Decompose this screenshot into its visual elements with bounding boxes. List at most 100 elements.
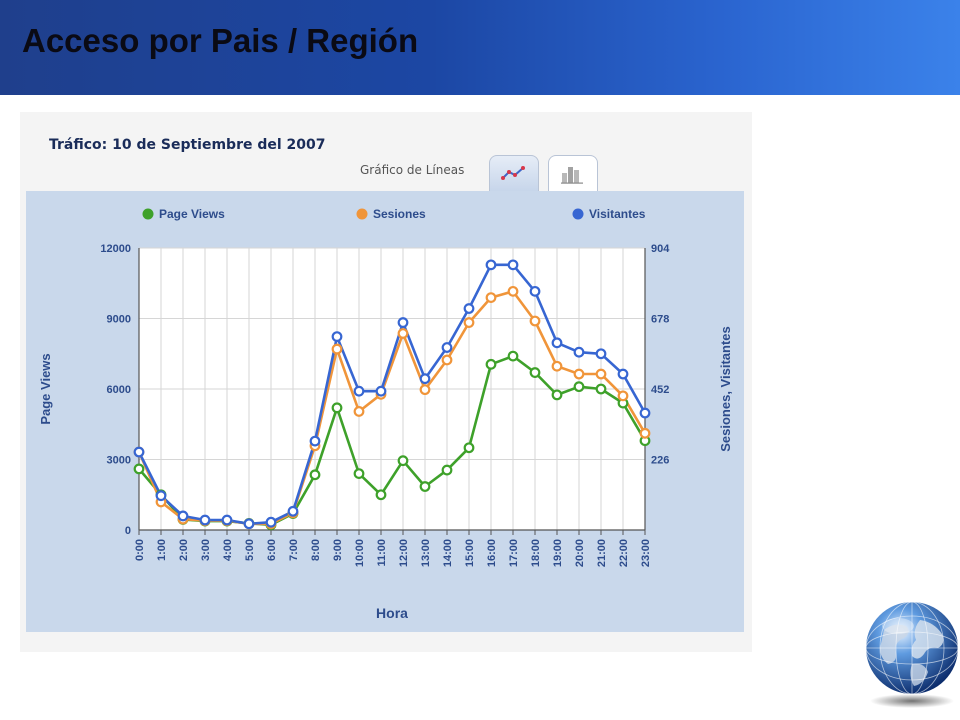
y-tick-label: 3000 — [107, 455, 131, 467]
tab-label: Gráfico de Líneas — [360, 163, 465, 177]
data-point — [551, 389, 563, 401]
bar-chart-icon — [561, 167, 583, 184]
data-point — [397, 455, 409, 467]
data-point — [199, 514, 211, 526]
legend-marker — [572, 208, 584, 220]
data-point — [507, 259, 519, 271]
x-tick-label: 12:00 — [398, 539, 410, 567]
x-tick-label: 10:00 — [354, 539, 366, 567]
data-point — [639, 407, 651, 419]
x-tick-label: 4:00 — [222, 539, 234, 561]
chart-area: 0 3000 6000 9000 12000 226 452 678 904 0:00 1:00 2:… — [26, 191, 744, 632]
y2-axis-title: Sesiones, Visitantes — [718, 326, 733, 452]
data-point — [551, 337, 563, 349]
data-point — [155, 490, 167, 502]
x-tick-label: 15:00 — [464, 539, 476, 567]
y2-tick-label: 452 — [651, 384, 669, 396]
line-chart-icon — [501, 166, 525, 180]
data-point — [529, 285, 541, 297]
data-point — [595, 383, 607, 395]
legend-label: Page Views — [159, 207, 225, 221]
x-tick-label: 9:00 — [332, 539, 344, 561]
data-point — [485, 358, 497, 370]
data-point — [485, 259, 497, 271]
x-tick-label: 3:00 — [200, 539, 212, 561]
data-point — [287, 505, 299, 517]
legend-label: Sesiones — [373, 207, 426, 221]
x-tick-label: 22:00 — [618, 539, 630, 567]
line-chart: 0 3000 6000 9000 12000 226 452 678 904 0:00 1:00 2:… — [38, 207, 733, 621]
data-point — [309, 469, 321, 481]
x-tick-label: 16:00 — [486, 539, 498, 567]
data-point — [419, 373, 431, 385]
data-point — [617, 368, 629, 380]
data-point — [529, 367, 541, 378]
data-point — [551, 360, 563, 372]
data-point — [529, 315, 541, 327]
data-point — [243, 518, 255, 530]
chart-panel: Tráfico: 10 de Septiembre del 2007 Gráfi… — [20, 112, 752, 652]
data-point — [639, 427, 651, 439]
x-tick-label: 8:00 — [310, 539, 322, 561]
x-tick-label: 0:00 — [134, 539, 146, 561]
data-point — [507, 350, 519, 362]
legend-marker — [356, 208, 368, 220]
y2-tick-label: 678 — [651, 314, 669, 326]
data-point — [221, 514, 233, 526]
x-tick-label: 14:00 — [442, 539, 454, 567]
page-title: Acceso por Pais / Región — [22, 22, 419, 59]
x-tick-label: 1:00 — [156, 539, 168, 561]
data-point — [595, 368, 607, 380]
x-axis-title: Hora — [376, 605, 408, 621]
data-point — [463, 317, 475, 328]
data-point — [463, 442, 475, 454]
data-point — [353, 385, 365, 397]
tab-line-chart[interactable] — [489, 155, 539, 192]
data-point — [441, 354, 453, 366]
x-tick-label: 11:00 — [376, 539, 388, 567]
x-tick-label: 21:00 — [596, 539, 608, 567]
legend-marker — [142, 208, 154, 220]
data-point — [375, 385, 387, 397]
data-point — [595, 348, 607, 360]
data-point — [133, 463, 145, 475]
x-tick-label: 7:00 — [288, 539, 300, 561]
y2-tick-label: 226 — [651, 455, 669, 467]
data-point — [331, 402, 343, 414]
data-point — [463, 303, 475, 314]
title-banner: Acceso por Pais / Región — [0, 0, 960, 95]
data-point — [309, 435, 321, 447]
x-tick-label: 13:00 — [420, 539, 432, 567]
data-point — [573, 368, 585, 380]
data-point — [419, 481, 431, 492]
data-point — [441, 464, 453, 476]
y-tick-label: 6000 — [107, 384, 131, 396]
data-point — [375, 489, 387, 501]
data-point — [177, 510, 189, 522]
data-point — [397, 328, 409, 339]
data-point — [265, 516, 277, 528]
x-tick-label: 19:00 — [552, 539, 564, 567]
x-tick-label: 20:00 — [574, 539, 586, 567]
data-point — [573, 346, 585, 358]
y-axis-title: Page Views — [38, 353, 53, 424]
y-tick-label: 0 — [125, 525, 131, 537]
x-tick-label: 18:00 — [530, 539, 542, 567]
globe-icon — [865, 601, 959, 708]
legend-label: Visitantes — [589, 207, 646, 221]
x-tick-label: 5:00 — [244, 539, 256, 561]
data-point — [331, 331, 343, 342]
x-tick-label: 2:00 — [178, 539, 190, 561]
x-tick-label: 17:00 — [508, 539, 520, 567]
data-point — [353, 468, 365, 480]
data-point — [441, 342, 453, 353]
y-tick-label: 9000 — [107, 314, 131, 326]
x-tick-label: 23:00 — [640, 539, 652, 567]
data-point — [397, 317, 409, 328]
y2-tick-label: 904 — [651, 243, 670, 255]
tab-bar-chart[interactable] — [548, 155, 598, 192]
data-point — [331, 343, 343, 355]
data-point — [507, 285, 519, 297]
y-tick-label: 12000 — [100, 243, 131, 255]
x-tick-label: 6:00 — [266, 539, 278, 561]
